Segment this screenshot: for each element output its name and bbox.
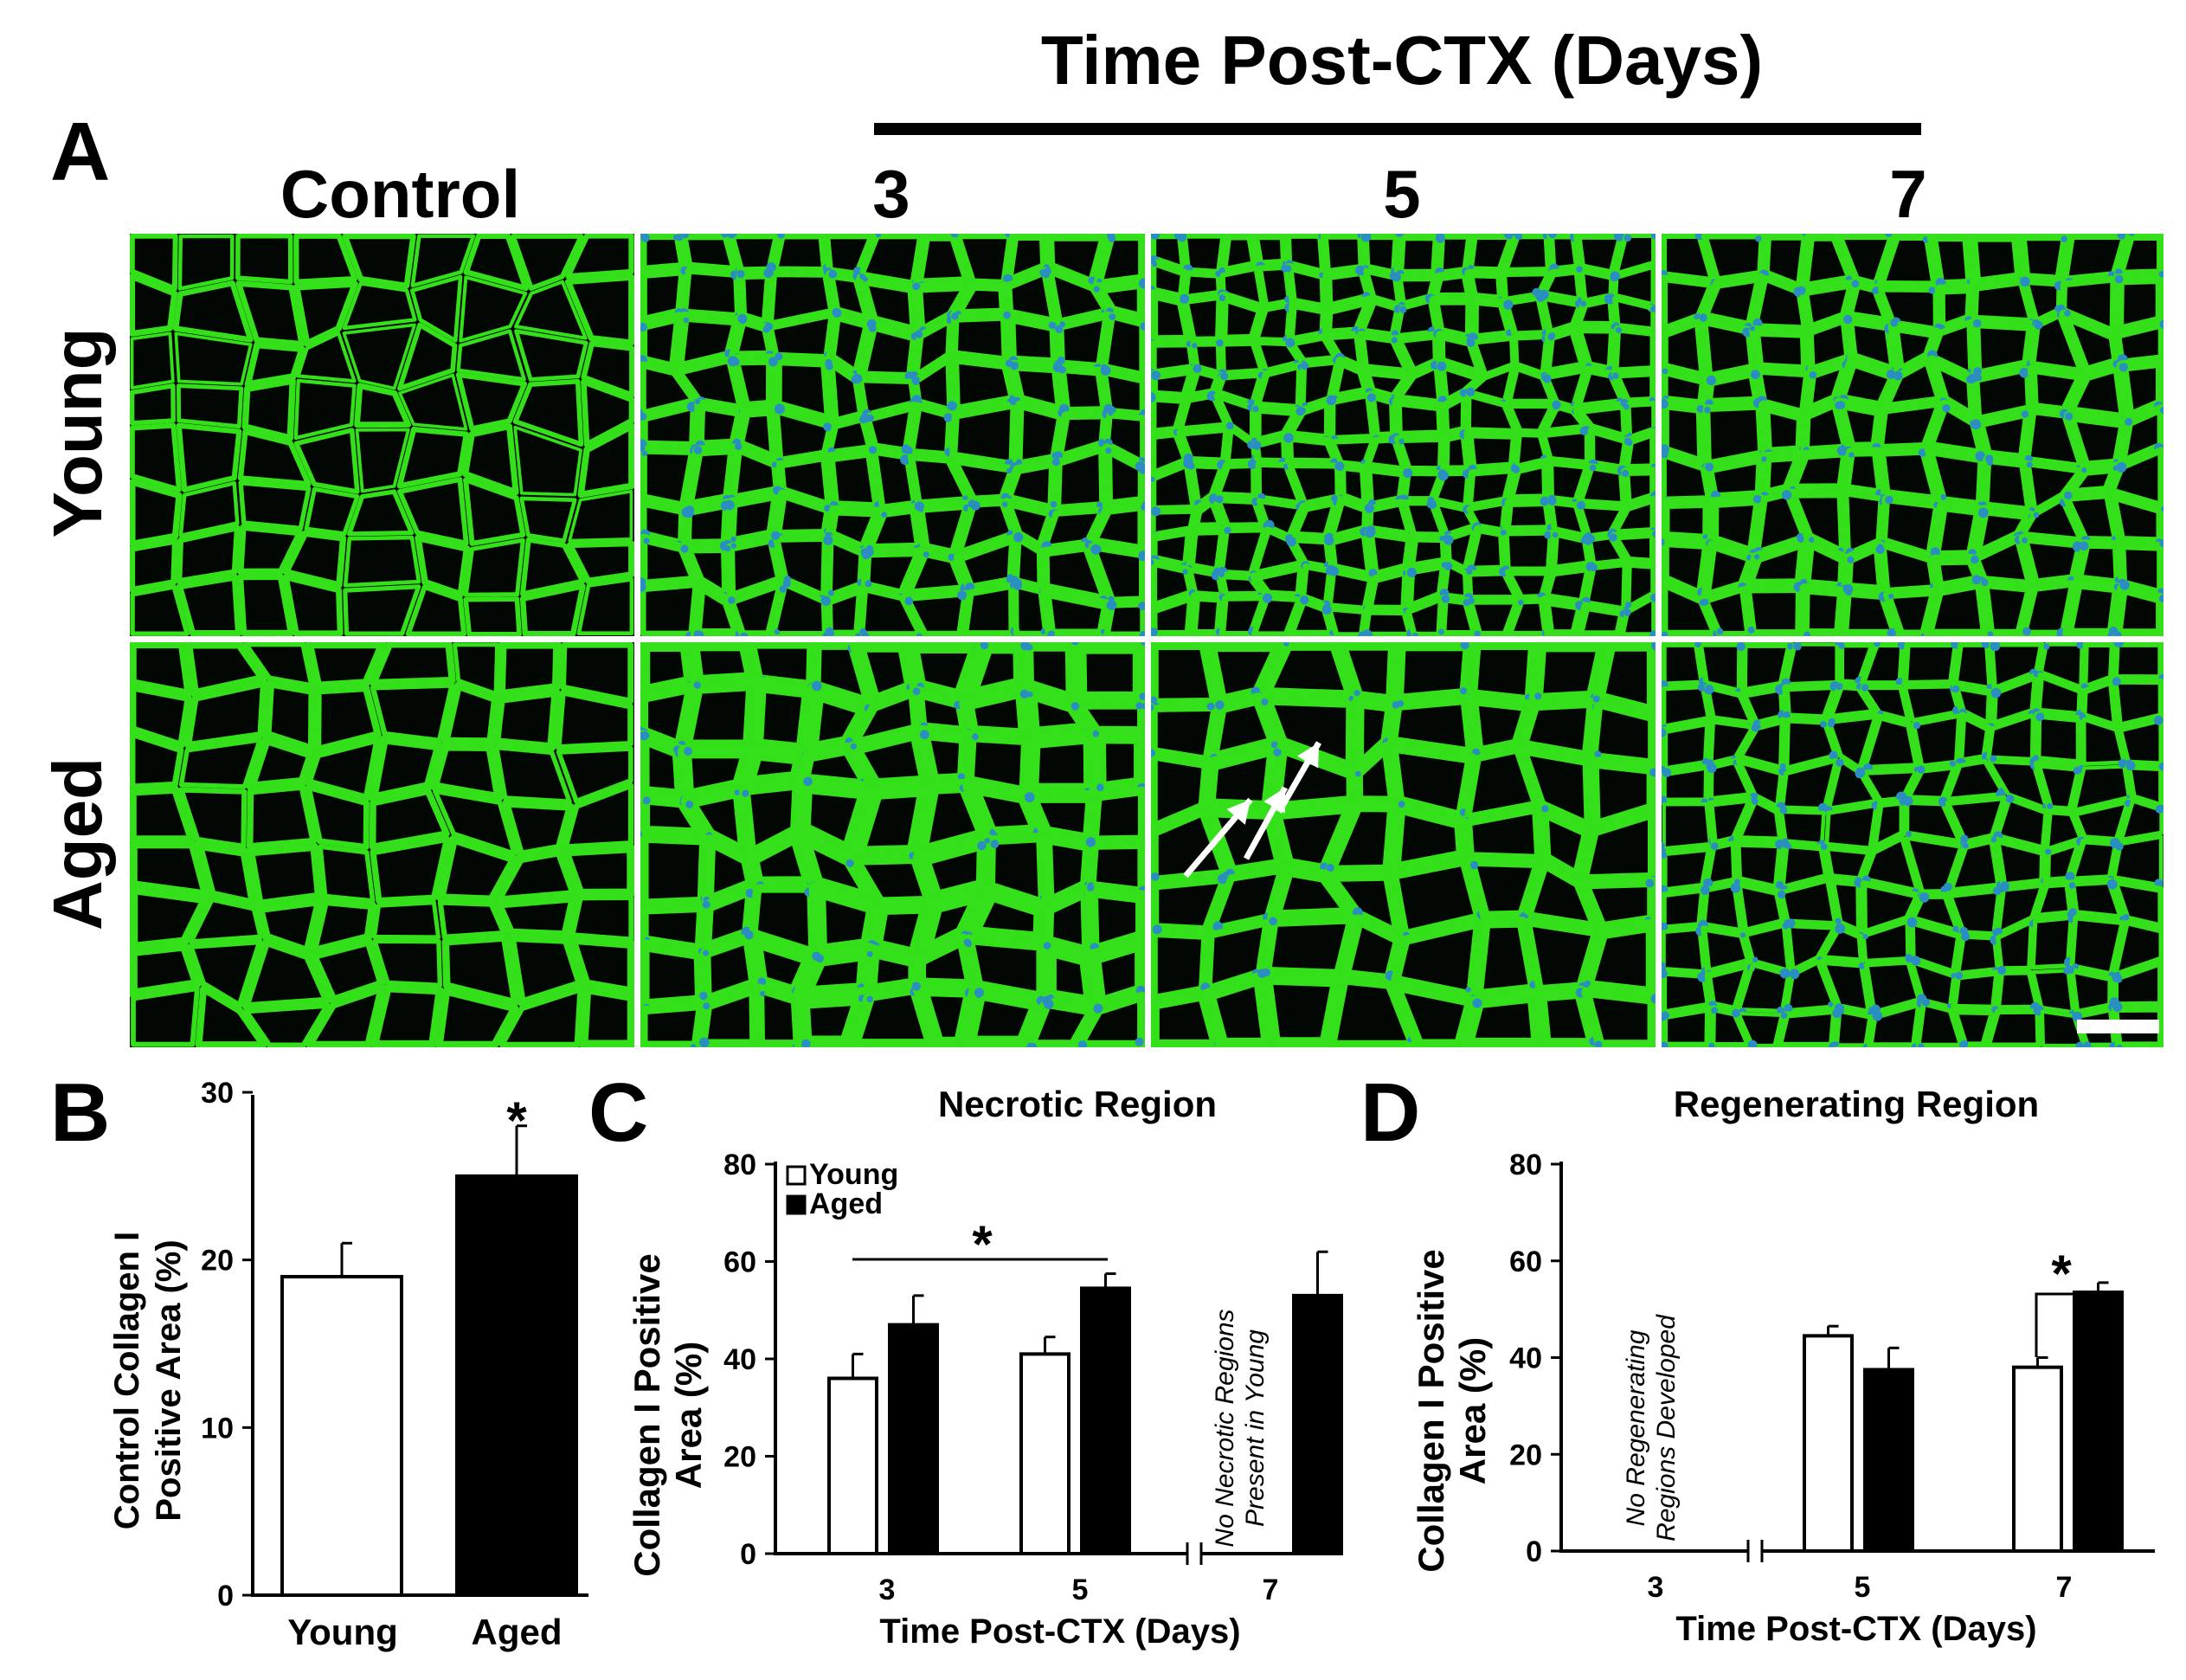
panel-b-letter: B [50, 1066, 110, 1159]
ylabel-b-line1: Control Collagen I [108, 1232, 146, 1529]
c-ytick-label: 20 [723, 1441, 756, 1474]
significance-bracket-d [2035, 1292, 2092, 1357]
micrograph-young-day-3 [640, 234, 1145, 636]
ylabel-d-line1: Collagen I Positive [1411, 1249, 1451, 1572]
xtick-c-7: 7 [1263, 1574, 1279, 1606]
xlabel-d: Time Post-CTX (Days) [1675, 1610, 2036, 1648]
d-ytick-label: 40 [1509, 1342, 1542, 1375]
column-label-day-5: 5 [1383, 156, 1421, 232]
time-header: Time Post-CTX (Days) [1040, 22, 1764, 99]
legend-swatch-young [786, 1165, 807, 1186]
xtick-d-5: 5 [1855, 1571, 1871, 1604]
micrograph-aged-day-7 [1662, 642, 2163, 1047]
arrow-marker [1183, 797, 1253, 879]
ylabel-b-line2: Positive Area (%) [150, 1239, 188, 1521]
time-header-line [874, 123, 1921, 135]
bar-b-aged [455, 1174, 578, 1597]
legend-label-aged: Aged [809, 1188, 883, 1220]
scale-bar [2077, 1020, 2159, 1033]
micrograph-young-control [130, 234, 634, 636]
title-d: Regenerating Region [1674, 1084, 2039, 1124]
legend-label-young: Young [809, 1158, 898, 1191]
micrograph-aged-day-3 [640, 642, 1145, 1047]
arrow-marker [1276, 741, 1322, 814]
panel-c-letter: C [588, 1066, 648, 1159]
micrograph-young-day-5 [1151, 234, 1656, 636]
ylabel-c-line2: Area (%) [668, 1342, 709, 1489]
annotation-c-line2: Present in Young [1241, 1329, 1270, 1527]
d-ytick-label: 0 [1526, 1535, 1542, 1568]
c-ytick-label: 80 [723, 1149, 756, 1181]
annotation-d-line1: No Regenerating [1622, 1329, 1650, 1526]
title-c: Necrotic Region [938, 1084, 1217, 1124]
column-label-day-7: 7 [1889, 156, 1927, 232]
bar-c-young-day-3 [827, 1376, 878, 1555]
c-ytick-label: 40 [723, 1343, 756, 1376]
d-ytick-label: 60 [1509, 1246, 1542, 1278]
d-ytick-label: 20 [1509, 1439, 1542, 1471]
bar-c-young-day-5 [1019, 1352, 1070, 1555]
panel-a-letter: A [50, 106, 111, 198]
chart-panel-c: C Necrotic Region Collagen I Positive Ar… [588, 1066, 1343, 1651]
annotation-d-line2: Regions Developed [1652, 1314, 1681, 1542]
bar-d-aged-day-5 [1863, 1368, 1914, 1553]
ylabel-c-line1: Collagen I Positive [627, 1253, 667, 1576]
xtick-aged: Aged [472, 1612, 563, 1652]
panel-d-letter: D [1360, 1066, 1420, 1159]
chart-panel-b: B Control Collagen I Positive Area (%) 0… [50, 1066, 588, 1652]
xtick-young: Young [287, 1612, 398, 1652]
xtick-c-3: 3 [879, 1574, 896, 1606]
xtick-c-5: 5 [1072, 1574, 1089, 1606]
bar-d-young-day-5 [1803, 1334, 1854, 1554]
bar-d-young-day-7 [2012, 1365, 2063, 1553]
micrograph-young-day-7 [1662, 234, 2163, 636]
bar-b-young [280, 1275, 403, 1598]
annotation-c-line1: No Necrotic Regions [1211, 1309, 1239, 1547]
xlabel-c: Time Post-CTX (Days) [879, 1612, 1240, 1651]
b-ytick-label: 0 [217, 1580, 234, 1612]
bar-c-aged-day-3 [888, 1323, 939, 1555]
column-label-day-3: 3 [872, 156, 910, 232]
c-ytick-label: 0 [740, 1538, 756, 1571]
significance-star-b: * [506, 1091, 527, 1149]
row-label-aged: Aged [39, 757, 116, 930]
column-label-control: Control [280, 156, 521, 232]
b-ytick-label: 30 [201, 1077, 234, 1110]
c-ytick-label: 60 [723, 1246, 756, 1279]
b-ytick-label: 10 [201, 1412, 234, 1445]
chart-panel-d: D Regenerating Region Collagen I Positiv… [1360, 1066, 2155, 1648]
xtick-d-7: 7 [2056, 1571, 2073, 1604]
micrograph-aged-control [130, 642, 634, 1047]
significance-star-c: * [972, 1215, 993, 1273]
xtick-d-3: 3 [1648, 1571, 1664, 1604]
d-ytick-label: 80 [1509, 1149, 1542, 1181]
micrograph-aged-day-5 [1151, 642, 1656, 1047]
bar-d-aged-day-7 [2073, 1291, 2124, 1553]
b-ytick-label: 20 [201, 1245, 234, 1278]
significance-star-d: * [2051, 1245, 2072, 1303]
legend-swatch-aged [786, 1194, 807, 1215]
bar-c-aged-day-7 [1292, 1293, 1343, 1555]
ylabel-d-line2: Area (%) [1452, 1337, 1493, 1484]
row-label-young: Young [39, 327, 116, 538]
bar-c-aged-day-5 [1080, 1286, 1131, 1555]
